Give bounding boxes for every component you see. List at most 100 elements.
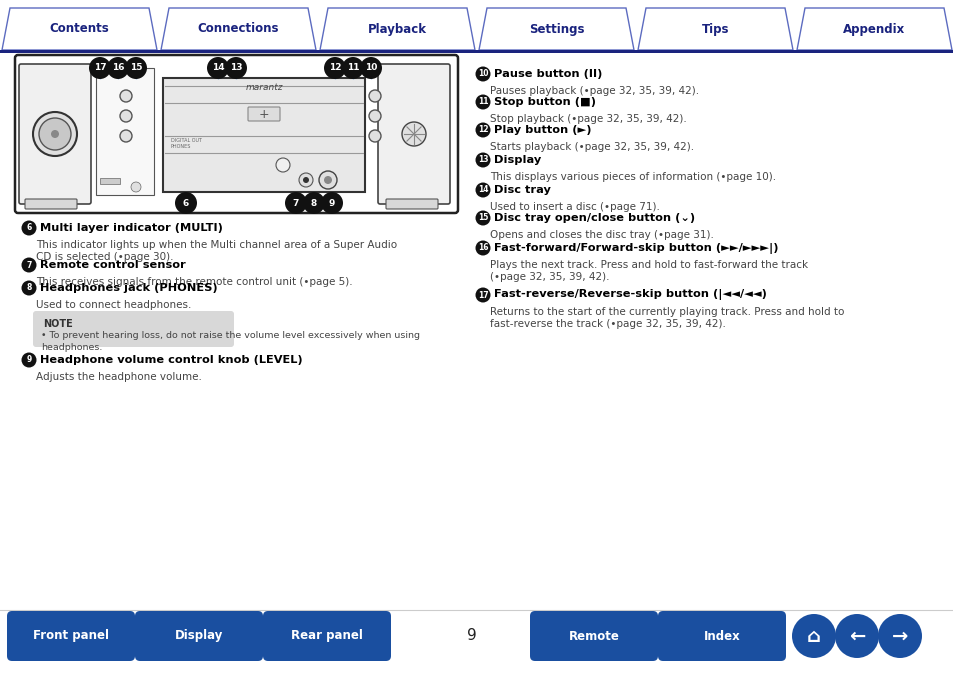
Text: 14: 14 (212, 63, 224, 73)
Circle shape (125, 57, 147, 79)
Text: Remote control sensor: Remote control sensor (40, 260, 186, 270)
FancyBboxPatch shape (25, 199, 77, 209)
Text: fast-reverse the track (•page 32, 35, 39, 42).: fast-reverse the track (•page 32, 35, 39… (490, 319, 725, 329)
Circle shape (120, 90, 132, 102)
Circle shape (475, 67, 490, 81)
Text: Adjusts the headphone volume.: Adjusts the headphone volume. (36, 372, 202, 382)
Bar (0, 50, 953, 53)
Circle shape (877, 614, 921, 658)
Text: 13: 13 (477, 155, 488, 164)
Circle shape (89, 57, 111, 79)
Text: DIGITAL OUT: DIGITAL OUT (171, 137, 202, 143)
Circle shape (475, 240, 490, 256)
FancyBboxPatch shape (248, 107, 280, 121)
Text: NOTE: NOTE (43, 319, 72, 329)
Polygon shape (478, 8, 634, 50)
Polygon shape (638, 8, 792, 50)
Text: Remote: Remote (568, 629, 618, 643)
FancyBboxPatch shape (658, 611, 785, 661)
Text: 13: 13 (230, 63, 242, 73)
Circle shape (22, 258, 36, 273)
Circle shape (33, 112, 77, 156)
Text: 15: 15 (130, 63, 142, 73)
Text: • To prevent hearing loss, do not raise the volume level excessively when using: • To prevent hearing loss, do not raise … (41, 331, 419, 340)
Text: 8: 8 (27, 283, 31, 293)
Text: Fast-forward/Forward-skip button (►►/►►►|): Fast-forward/Forward-skip button (►►/►►►… (494, 242, 778, 254)
Text: headphones.: headphones. (41, 343, 102, 352)
Circle shape (22, 353, 36, 367)
Circle shape (359, 57, 381, 79)
Text: Stop button (■): Stop button (■) (494, 97, 596, 107)
Circle shape (22, 221, 36, 236)
FancyBboxPatch shape (163, 78, 365, 192)
Text: This indicator lights up when the Multi channel area of a Super Audio: This indicator lights up when the Multi … (36, 240, 396, 250)
Circle shape (369, 110, 380, 122)
Text: This receives signals from the remote control unit (•page 5).: This receives signals from the remote co… (36, 277, 353, 287)
FancyBboxPatch shape (19, 64, 91, 204)
Text: Contents: Contents (50, 22, 110, 36)
Text: (•page 32, 35, 39, 42).: (•page 32, 35, 39, 42). (490, 272, 609, 282)
Text: Display: Display (494, 155, 540, 165)
Circle shape (39, 118, 71, 150)
Polygon shape (2, 8, 157, 50)
Polygon shape (796, 8, 951, 50)
Text: Pause button (II): Pause button (II) (494, 69, 601, 79)
Text: ←: ← (848, 627, 864, 645)
Circle shape (107, 57, 129, 79)
Text: 10: 10 (477, 69, 488, 79)
Text: marantz: marantz (245, 83, 282, 92)
Text: This displays various pieces of information (•page 10).: This displays various pieces of informat… (490, 172, 776, 182)
Circle shape (834, 614, 878, 658)
Text: PHONES: PHONES (171, 143, 192, 149)
Text: 11: 11 (477, 98, 488, 106)
Text: Appendix: Appendix (842, 22, 904, 36)
Circle shape (303, 192, 325, 214)
Circle shape (369, 130, 380, 142)
Circle shape (275, 158, 290, 172)
Circle shape (22, 281, 36, 295)
Text: Headphones jack (PHONES): Headphones jack (PHONES) (40, 283, 217, 293)
Text: Disc tray: Disc tray (494, 185, 550, 195)
Text: Fast-reverse/Reverse-skip button (|◄◄/◄◄): Fast-reverse/Reverse-skip button (|◄◄/◄◄… (494, 289, 766, 301)
Text: 11: 11 (346, 63, 359, 73)
FancyBboxPatch shape (386, 199, 437, 209)
Circle shape (324, 57, 346, 79)
Text: Disc tray open/close button (⌄): Disc tray open/close button (⌄) (494, 213, 695, 223)
Text: Settings: Settings (528, 22, 583, 36)
Circle shape (320, 192, 343, 214)
Text: Multi layer indicator (MULTI): Multi layer indicator (MULTI) (40, 223, 223, 233)
Circle shape (791, 614, 835, 658)
Text: Play button (►): Play button (►) (494, 125, 591, 135)
FancyBboxPatch shape (96, 68, 153, 195)
FancyBboxPatch shape (135, 611, 263, 661)
Text: 9: 9 (27, 355, 31, 365)
Circle shape (475, 182, 490, 197)
Circle shape (475, 211, 490, 225)
Text: 12: 12 (329, 63, 341, 73)
Text: Index: Index (703, 629, 740, 643)
Bar (100, 178, 120, 184)
Circle shape (401, 122, 426, 146)
Text: 16: 16 (112, 63, 124, 73)
Text: +: + (258, 108, 269, 120)
Text: 6: 6 (27, 223, 31, 232)
Text: ⌂: ⌂ (806, 627, 821, 645)
Polygon shape (161, 8, 315, 50)
Circle shape (475, 287, 490, 302)
Circle shape (298, 173, 313, 187)
Circle shape (341, 57, 364, 79)
FancyBboxPatch shape (15, 55, 457, 213)
Text: 12: 12 (477, 125, 488, 135)
Text: CD is selected (•page 30).: CD is selected (•page 30). (36, 252, 173, 262)
Circle shape (131, 182, 141, 192)
Text: Front panel: Front panel (33, 629, 109, 643)
Circle shape (324, 176, 332, 184)
Circle shape (174, 192, 196, 214)
Circle shape (303, 177, 309, 183)
Text: Used to connect headphones.: Used to connect headphones. (36, 300, 192, 310)
Circle shape (225, 57, 247, 79)
Text: Stop playback (•page 32, 35, 39, 42).: Stop playback (•page 32, 35, 39, 42). (490, 114, 686, 124)
Text: 10: 10 (364, 63, 376, 73)
Text: →: → (891, 627, 907, 645)
Circle shape (285, 192, 307, 214)
